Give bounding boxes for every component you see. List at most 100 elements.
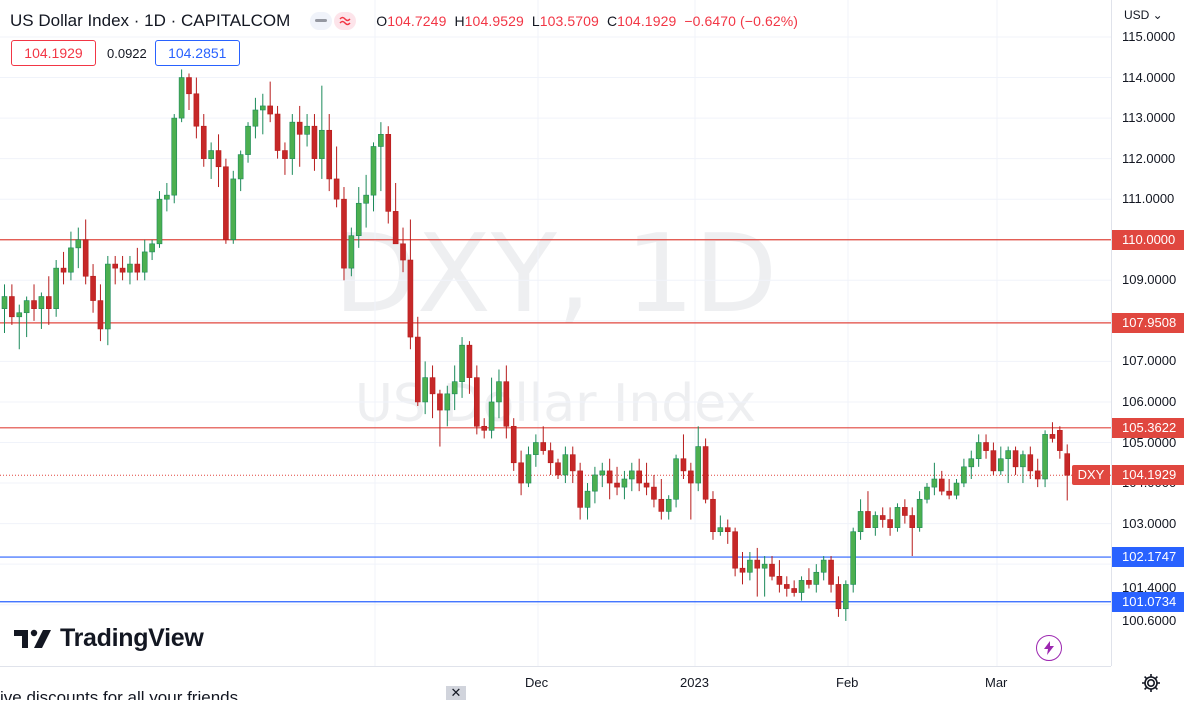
candle-down	[569, 454, 576, 472]
price-tick-label: 112.0000	[1122, 150, 1176, 166]
price-tick-label: 113.0000	[1122, 110, 1176, 126]
candle-up	[717, 527, 724, 533]
price-level-label: 110.0000	[1112, 229, 1184, 250]
candle-down	[474, 377, 480, 427]
candle-up	[16, 312, 23, 318]
candle-down	[333, 178, 340, 200]
candle-up	[525, 454, 532, 484]
candle-down	[540, 442, 547, 451]
candle-down	[938, 478, 945, 492]
price-tick-label: 100.6000	[1122, 612, 1177, 628]
candle-down	[636, 470, 642, 484]
candle-down	[547, 450, 554, 464]
candle-up	[422, 377, 428, 403]
candle-down	[31, 300, 37, 309]
candle-down	[865, 511, 871, 528]
promo-text: ive discounts for all your friends	[0, 688, 239, 700]
candle-up	[592, 474, 598, 492]
candle-down	[466, 344, 473, 378]
candle-up	[105, 263, 111, 330]
candle-up	[178, 77, 185, 119]
candle-up	[761, 563, 768, 569]
candle-down	[739, 567, 746, 573]
candle-up	[252, 109, 259, 127]
candle-down	[983, 442, 989, 451]
wave-icon[interactable]	[334, 12, 357, 30]
candle-up	[230, 178, 237, 241]
candle-down	[414, 336, 421, 403]
price-tick-label: 105.0000	[1122, 434, 1177, 450]
candle-up	[304, 125, 310, 135]
buy-price-button[interactable]: 104.2851	[154, 40, 240, 66]
promo-banner[interactable]: ive discounts for all your friends ✕	[0, 686, 470, 700]
price-axis[interactable]: USD ⌄ 115.0000 114.0000 113.0000 112.0000 11…	[1111, 0, 1184, 666]
candle-up	[127, 263, 133, 273]
symbol-title[interactable]: US Dollar Index · 1D · CAPITALCOM	[10, 11, 291, 30]
candle-up	[872, 515, 879, 528]
currency-selector[interactable]: USD ⌄	[1124, 8, 1163, 22]
candle-down	[9, 296, 15, 318]
candle-up	[38, 296, 45, 309]
change-value: −0.6470 (−0.62%)	[684, 13, 799, 29]
price-level-label: 101.0734	[1112, 591, 1184, 612]
candle-up	[75, 239, 82, 249]
candle-down	[990, 450, 997, 472]
candle-down	[503, 381, 510, 427]
gear-icon[interactable]	[1140, 672, 1162, 694]
candle-down	[311, 125, 318, 159]
sell-price-button[interactable]: 104.1929	[11, 40, 96, 66]
open-value: 104.7249	[387, 13, 447, 29]
candle-down	[267, 105, 273, 115]
candle-up	[665, 498, 672, 512]
price-tick-label: 111.0000	[1122, 191, 1175, 207]
candle-down	[783, 584, 790, 589]
candle-down	[1034, 470, 1041, 480]
price-tick-label: 109.0000	[1122, 272, 1177, 288]
candle-up	[378, 134, 384, 147]
candle-up	[628, 470, 635, 480]
candle-down	[60, 267, 67, 273]
price-level-label: 105.3622	[1112, 417, 1184, 438]
candle-down	[791, 588, 797, 593]
candle-up	[673, 458, 679, 500]
candle-up	[289, 121, 296, 159]
candle-down	[643, 482, 650, 488]
candle-up	[968, 458, 975, 468]
candle-down	[200, 125, 207, 159]
candle-up	[141, 251, 148, 273]
candle-up	[370, 146, 377, 196]
candle-down	[119, 267, 126, 273]
price-level-label: 107.9508	[1112, 312, 1184, 333]
candle-up	[348, 235, 355, 269]
candle-down	[1027, 454, 1034, 472]
candle-down	[407, 259, 414, 338]
candle-down	[45, 296, 52, 309]
candle-down	[223, 166, 229, 241]
candle-down	[1057, 430, 1063, 451]
candle-up	[1005, 450, 1011, 460]
candle-down	[274, 113, 281, 151]
price-chart[interactable]	[0, 0, 1111, 666]
low-value: 103.5709	[539, 13, 599, 29]
price-tick-label: 107.0000	[1122, 353, 1177, 369]
candle-up	[850, 531, 857, 585]
candle-down	[702, 446, 709, 500]
price-tick-label: 103.0000	[1122, 515, 1177, 531]
minus-icon[interactable]	[310, 12, 333, 30]
logo-text: TradingView	[60, 624, 204, 652]
close-icon[interactable]: ✕	[446, 686, 466, 700]
candle-down	[769, 563, 775, 577]
candle-down	[134, 263, 141, 273]
candle-up	[961, 466, 967, 484]
candle-up	[53, 267, 59, 309]
tradingview-logo[interactable]: TradingView	[14, 624, 204, 653]
price-tick-label: 114.0000	[1122, 69, 1176, 85]
lightning-icon[interactable]	[1036, 635, 1062, 661]
candle-down	[90, 275, 96, 301]
spread-value: 0.0922	[107, 45, 147, 61]
candle-down	[651, 486, 657, 500]
candle-up	[931, 478, 938, 488]
close-value: 104.1929	[617, 13, 677, 29]
chart-area[interactable]: DXY, 1D US Dollar Index US Dollar Index …	[0, 0, 1111, 666]
time-tick-label: 2023	[680, 675, 709, 690]
